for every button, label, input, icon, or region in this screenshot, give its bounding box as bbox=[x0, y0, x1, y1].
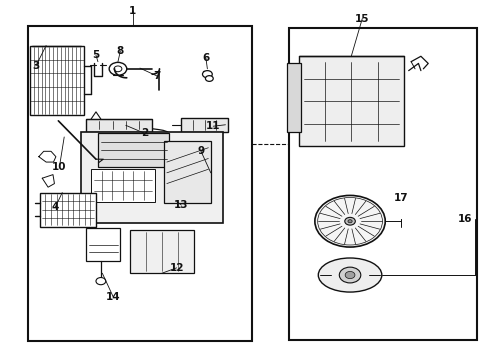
Circle shape bbox=[114, 66, 122, 72]
Text: 2: 2 bbox=[141, 129, 148, 138]
Bar bbox=[91, 169, 155, 202]
Circle shape bbox=[348, 220, 352, 223]
Circle shape bbox=[345, 217, 355, 225]
Bar bbox=[181, 118, 228, 132]
Bar bbox=[289, 28, 477, 339]
Circle shape bbox=[202, 71, 212, 78]
Text: 4: 4 bbox=[52, 202, 59, 212]
Bar bbox=[81, 132, 223, 223]
Circle shape bbox=[96, 278, 106, 285]
Text: 10: 10 bbox=[52, 162, 67, 172]
Circle shape bbox=[205, 76, 213, 81]
Circle shape bbox=[109, 62, 127, 75]
Bar bbox=[40, 193, 96, 226]
Text: 11: 11 bbox=[206, 121, 220, 131]
Circle shape bbox=[315, 195, 385, 247]
Text: 9: 9 bbox=[197, 146, 205, 156]
Text: 16: 16 bbox=[458, 215, 472, 224]
Bar bbox=[27, 26, 252, 341]
Text: 3: 3 bbox=[32, 61, 40, 71]
Circle shape bbox=[339, 267, 361, 283]
Text: 5: 5 bbox=[92, 50, 99, 60]
Text: 7: 7 bbox=[153, 71, 161, 81]
Bar bbox=[98, 134, 169, 167]
Bar bbox=[299, 56, 404, 146]
Text: 12: 12 bbox=[170, 263, 184, 273]
Text: 14: 14 bbox=[106, 292, 121, 302]
Text: 17: 17 bbox=[394, 193, 409, 203]
Text: 13: 13 bbox=[174, 200, 189, 210]
Text: 6: 6 bbox=[202, 53, 210, 63]
Text: 15: 15 bbox=[355, 14, 369, 24]
Bar bbox=[30, 45, 84, 116]
Circle shape bbox=[345, 271, 355, 279]
Bar bbox=[130, 230, 194, 273]
Ellipse shape bbox=[318, 258, 382, 292]
Bar bbox=[287, 63, 301, 132]
Bar bbox=[86, 119, 152, 132]
Bar bbox=[164, 140, 211, 203]
Text: 8: 8 bbox=[117, 46, 124, 56]
Bar bbox=[86, 228, 121, 261]
Text: 1: 1 bbox=[129, 6, 136, 17]
